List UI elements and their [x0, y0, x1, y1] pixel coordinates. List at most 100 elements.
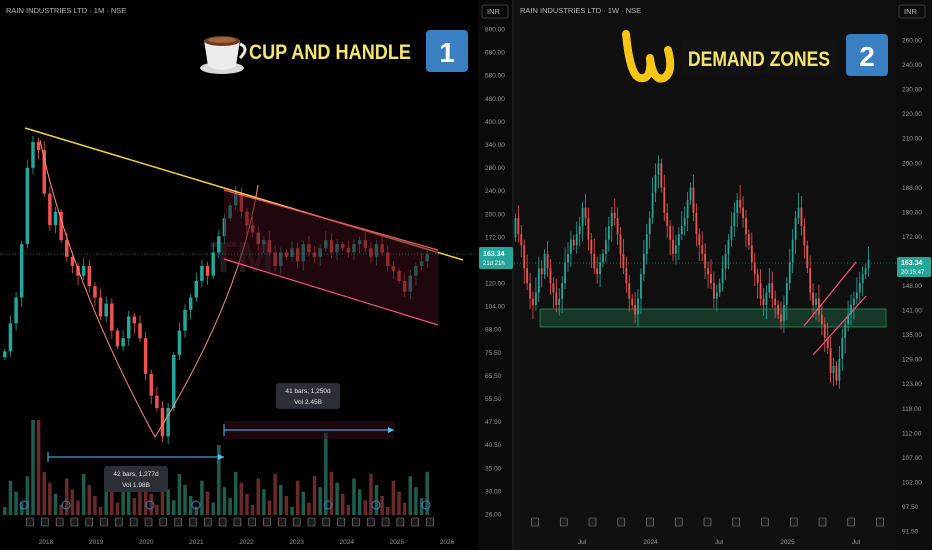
left-dividend-marker[interactable]: [145, 500, 155, 510]
right-earnings-marker[interactable]: [789, 517, 798, 527]
right-x-tick-label: Jul: [852, 539, 861, 546]
right-earnings-marker[interactable]: [559, 517, 568, 527]
left-earnings-marker[interactable]: [129, 517, 138, 527]
left-earnings-marker[interactable]: [322, 517, 331, 527]
left-earnings-marker[interactable]: [85, 517, 94, 527]
left-dividend-marker[interactable]: [323, 500, 333, 510]
left-volume-bars: [3, 420, 429, 515]
right-earnings-marker[interactable]: [617, 517, 626, 527]
left-y-tick-label: 88.00: [485, 327, 502, 334]
left-y-tick-label: 47.50: [485, 419, 502, 426]
left-earnings-marker[interactable]: [189, 517, 197, 527]
right-earnings-marker[interactable]: [818, 517, 827, 527]
right-earnings-marker[interactable]: [703, 517, 712, 527]
right-earnings-marker[interactable]: [847, 517, 856, 527]
left-dividend-marker[interactable]: [19, 500, 29, 510]
left-dividend-marker[interactable]: [371, 500, 381, 510]
left-earnings-marker[interactable]: [292, 517, 301, 527]
left-earnings-marker[interactable]: [381, 517, 390, 527]
left-volume-bar: [250, 504, 255, 515]
left-earnings-marker[interactable]: [203, 517, 212, 527]
right-earnings-marker[interactable]: [732, 517, 741, 527]
right-candle-body: [823, 324, 826, 338]
left-earnings-marker[interactable]: [174, 517, 182, 527]
demand-zones-banner: DEMAND ZONES: [688, 48, 830, 71]
left-dividend-marker[interactable]: [61, 500, 71, 510]
right-candle-body: [517, 218, 520, 235]
left-volume-bar: [155, 504, 159, 515]
coffee-cup-icon: [200, 36, 247, 74]
left-earnings-marker[interactable]: [426, 517, 434, 527]
right-earnings-marker[interactable]: [674, 517, 683, 527]
left-candle-body: [160, 407, 165, 437]
left-candle-body: [19, 244, 24, 298]
right-candle-body: [532, 298, 534, 305]
left-symbol-title: RAIN INDUSTRIES LTD · 1M · NSE: [6, 6, 126, 15]
left-earnings-marker[interactable]: [396, 517, 405, 527]
left-candle-body: [42, 150, 46, 194]
left-earnings-marker[interactable]: [26, 517, 34, 527]
right-candle-body: [791, 239, 794, 263]
left-earnings-marker[interactable]: [352, 517, 360, 527]
right-candle-body: [762, 298, 765, 305]
right-earnings-marker[interactable]: [588, 517, 597, 527]
right-earnings-marker[interactable]: [876, 517, 884, 527]
right-earnings-marker[interactable]: [646, 517, 654, 527]
left-volume-bar: [70, 489, 75, 515]
right-candle-body: [654, 175, 657, 193]
left-earnings-marker[interactable]: [41, 517, 49, 527]
left-candle-body: [115, 330, 120, 347]
right-candle-body: [555, 292, 558, 305]
right-candle-body: [605, 239, 607, 254]
right-earnings-marker[interactable]: [531, 517, 539, 527]
left-volume-bar: [380, 496, 384, 515]
left-volume-bar: [295, 480, 300, 515]
left-volume-bar: [273, 474, 277, 515]
rising-channel-upper: [803, 261, 857, 327]
right-candle-body: [672, 239, 674, 254]
left-volume-bar: [335, 482, 339, 515]
left-volume-bar: [374, 485, 379, 515]
left-earnings-marker[interactable]: [70, 517, 79, 527]
right-candle-body: [558, 298, 561, 305]
left-earnings-marker[interactable]: [159, 517, 168, 527]
left-earnings-marker[interactable]: [307, 517, 316, 527]
right-candle-body: [777, 304, 779, 315]
left-currency-label[interactable]: INR: [487, 7, 501, 16]
left-dividend-marker[interactable]: [191, 500, 201, 510]
right-candle-body: [794, 218, 797, 240]
left-earnings-marker[interactable]: [411, 517, 419, 527]
left-earnings-marker[interactable]: [248, 517, 257, 527]
left-currency-box[interactable]: [481, 4, 509, 19]
left-volume-bar: [267, 500, 272, 515]
left-volume-bar: [194, 507, 199, 515]
left-earnings-marker[interactable]: [366, 517, 375, 527]
left-y-tick-label: 580.00: [485, 73, 505, 80]
left-earnings-marker[interactable]: [337, 517, 345, 527]
left-earnings-marker[interactable]: [218, 517, 227, 527]
left-y-tick-label: 480.00: [485, 96, 505, 103]
right-candle-body: [587, 218, 590, 240]
cup-handle-banner: CUP AND HANDLE: [249, 41, 411, 64]
left-dividend-marker[interactable]: [421, 500, 431, 510]
right-y-tick-label: 102.00: [902, 479, 922, 486]
left-earnings-marker[interactable]: [278, 517, 286, 527]
demand-zone[interactable]: [539, 308, 887, 328]
right-candle-body: [677, 234, 680, 246]
right-currency-box[interactable]: [898, 4, 926, 19]
measure-a-box: [104, 466, 168, 492]
left-earnings-marker[interactable]: [115, 517, 123, 527]
right-candle-body: [642, 253, 645, 275]
left-earnings-marker[interactable]: [233, 517, 242, 527]
left-earnings-marker[interactable]: [263, 517, 271, 527]
right-candle-body: [631, 298, 634, 305]
left-earnings-marker[interactable]: [144, 517, 153, 527]
left-candle-body: [172, 354, 176, 408]
left-candle-body: [126, 316, 131, 339]
left-earnings-marker[interactable]: [100, 517, 108, 527]
right-currency-label[interactable]: INR: [904, 7, 918, 16]
right-earnings-marker[interactable]: [761, 517, 769, 527]
right-candle-body: [599, 262, 601, 275]
right-candle-body: [593, 253, 596, 269]
left-earnings-marker[interactable]: [55, 517, 64, 527]
